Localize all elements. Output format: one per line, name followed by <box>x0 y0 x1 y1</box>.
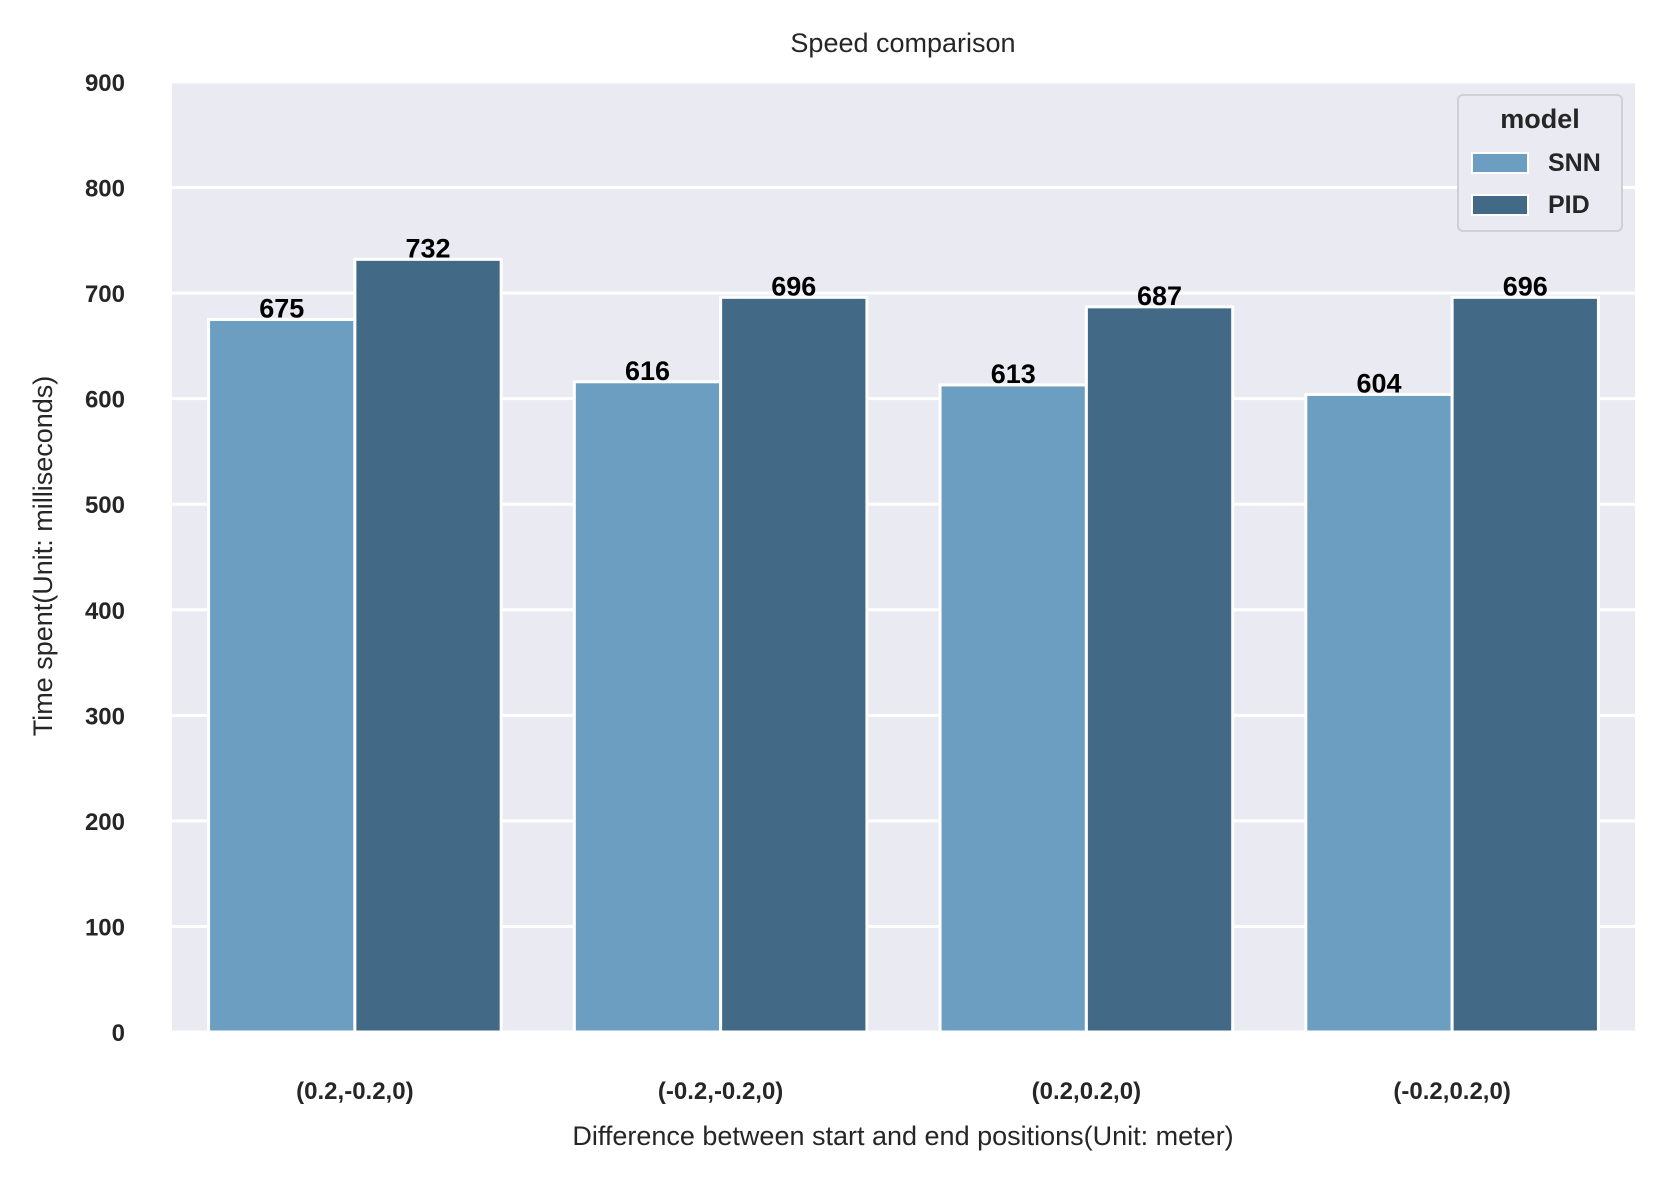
x-tick-label: (0.2,0.2,0) <box>1032 1078 1141 1105</box>
data-label: 696 <box>1503 271 1548 301</box>
legend: model SNN PID <box>1457 94 1623 232</box>
chart-title: Speed comparison <box>790 28 1015 58</box>
legend-label-snn: SNN <box>1548 149 1601 177</box>
y-tick-label: 0 <box>112 1020 125 1047</box>
y-tick-label: 900 <box>85 70 125 97</box>
x-axis-label: Difference between start and end positio… <box>572 1121 1233 1151</box>
legend-items: SNN PID <box>1471 149 1601 219</box>
bar-pid <box>719 295 869 1034</box>
bar-snn <box>1304 392 1454 1034</box>
legend-title: model <box>1500 104 1580 134</box>
x-tick-label: (-0.2,0.2,0) <box>1393 1078 1510 1105</box>
legend-swatch-pid <box>1471 194 1529 216</box>
bars <box>207 257 1600 1034</box>
legend-swatch-snn <box>1471 152 1529 174</box>
y-tick-label: 500 <box>85 492 125 519</box>
y-tick-label: 800 <box>85 176 125 203</box>
data-label: 696 <box>771 271 816 301</box>
data-label: 732 <box>405 233 450 263</box>
bar-snn <box>572 380 723 1034</box>
data-label: 604 <box>1356 368 1401 398</box>
data-labels: 675 732 616 696 613 687 604 696 <box>259 233 1548 398</box>
y-tick-label: 100 <box>85 914 125 941</box>
legend-label-pid: PID <box>1548 191 1590 219</box>
y-tick-label: 700 <box>85 281 125 308</box>
bar-pid <box>1084 305 1235 1034</box>
data-label: 616 <box>625 356 670 386</box>
bar-snn <box>207 318 357 1034</box>
data-label: 613 <box>991 359 1036 389</box>
y-axis-ticks: 0 100 200 300 400 500 600 700 800 900 <box>85 70 125 1047</box>
data-label: 687 <box>1137 281 1182 311</box>
bar-snn <box>938 383 1088 1034</box>
x-axis-ticks: (0.2,-0.2,0) (-0.2,-0.2,0) (0.2,0.2,0) (-0.… <box>296 1078 1511 1105</box>
y-tick-label: 200 <box>85 809 125 836</box>
y-tick-label: 300 <box>85 703 125 730</box>
bar-pid <box>1450 295 1600 1034</box>
x-tick-label: (0.2,-0.2,0) <box>296 1078 413 1105</box>
y-axis-label: Time spent(Unit: milliseconds) <box>28 376 58 737</box>
y-tick-label: 600 <box>85 387 125 414</box>
y-tick-label: 400 <box>85 598 125 625</box>
x-tick-label: (-0.2,-0.2,0) <box>658 1078 783 1105</box>
bar-pid <box>353 257 503 1034</box>
data-label: 675 <box>259 294 304 324</box>
